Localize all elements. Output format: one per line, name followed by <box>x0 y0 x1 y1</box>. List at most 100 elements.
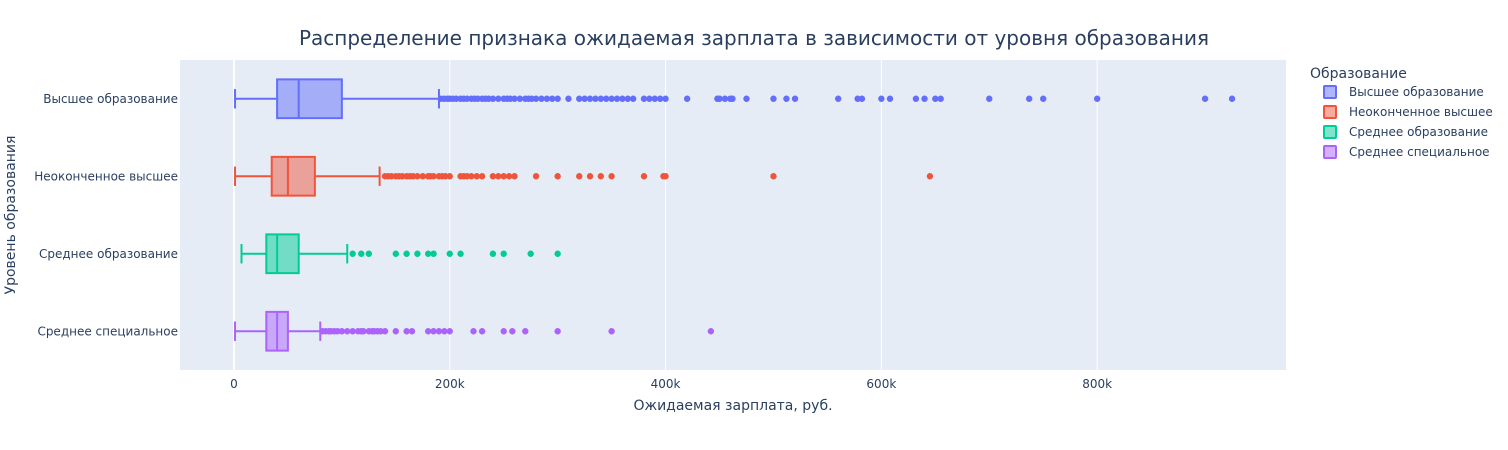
outlier-point[interactable] <box>1201 95 1209 102</box>
outlier-point[interactable] <box>446 173 453 180</box>
outlier-point[interactable] <box>646 95 653 102</box>
outlier-point[interactable] <box>629 95 637 102</box>
outlier-point[interactable] <box>926 173 934 180</box>
outlier-point[interactable] <box>640 173 648 180</box>
outlier-point[interactable] <box>554 328 561 335</box>
outlier-point[interactable] <box>716 95 723 102</box>
outlier-point[interactable] <box>478 328 486 335</box>
legend-item[interactable]: Высшее образование <box>1323 85 1484 99</box>
outlier-point[interactable] <box>522 328 529 335</box>
outlier-point[interactable] <box>683 95 691 102</box>
outlier-point[interactable] <box>729 95 736 102</box>
outlier-point[interactable] <box>743 95 750 102</box>
outlier-point[interactable] <box>770 173 777 180</box>
outlier-point[interactable] <box>538 95 545 102</box>
outlier-point[interactable] <box>592 95 599 102</box>
outlier-point[interactable] <box>783 95 790 102</box>
outlier-point[interactable] <box>358 250 365 257</box>
outlier-point[interactable] <box>554 95 561 102</box>
outlier-point[interactable] <box>424 328 432 335</box>
outlier-point[interactable] <box>403 250 410 257</box>
outlier-point[interactable] <box>576 173 583 180</box>
outlier-point[interactable] <box>608 173 615 180</box>
iqr-box[interactable] <box>276 78 343 120</box>
legend-item[interactable]: Неоконченное высшее <box>1323 105 1493 119</box>
outlier-point[interactable] <box>473 173 480 180</box>
outlier-point[interactable] <box>470 328 477 335</box>
outlier-point[interactable] <box>527 250 534 257</box>
outlier-point[interactable] <box>500 328 507 335</box>
outlier-point[interactable] <box>603 95 610 102</box>
outlier-point[interactable] <box>721 95 729 102</box>
outlier-point[interactable] <box>912 95 920 102</box>
outlier-point[interactable] <box>662 95 669 102</box>
outlier-point[interactable] <box>349 250 356 257</box>
outlier-point[interactable] <box>457 250 464 257</box>
outlier-point[interactable] <box>489 250 497 257</box>
outlier-point[interactable] <box>392 250 400 257</box>
outlier-point[interactable] <box>349 328 356 335</box>
outlier-point[interactable] <box>543 95 551 102</box>
outlier-point[interactable] <box>495 173 502 180</box>
outlier-point[interactable] <box>791 95 799 102</box>
outlier-point[interactable] <box>770 95 777 102</box>
outlier-point[interactable] <box>597 95 605 102</box>
outlier-point[interactable] <box>707 328 715 335</box>
outlier-point[interactable] <box>858 95 866 102</box>
outlier-point[interactable] <box>516 95 524 102</box>
outlier-point[interactable] <box>656 95 664 102</box>
outlier-point[interactable] <box>344 328 351 335</box>
outlier-point[interactable] <box>1025 95 1033 102</box>
outlier-point[interactable] <box>608 95 615 102</box>
outlier-point[interactable] <box>489 95 497 102</box>
outlier-point[interactable] <box>495 95 502 102</box>
outlier-point[interactable] <box>489 173 497 180</box>
outlier-point[interactable] <box>414 173 421 180</box>
outlier-point[interactable] <box>986 95 993 102</box>
outlier-point[interactable] <box>662 173 669 180</box>
outlier-point[interactable] <box>619 95 626 102</box>
outlier-point[interactable] <box>554 173 561 180</box>
outlier-point[interactable] <box>581 95 588 102</box>
outlier-point[interactable] <box>505 173 513 180</box>
outlier-point[interactable] <box>424 250 432 257</box>
iqr-box[interactable] <box>270 155 316 197</box>
outlier-point[interactable] <box>532 95 540 102</box>
outlier-point[interactable] <box>937 95 944 102</box>
outlier-point[interactable] <box>500 250 507 257</box>
outlier-point[interactable] <box>468 173 475 180</box>
outlier-point[interactable] <box>430 250 437 257</box>
outlier-point[interactable] <box>640 95 648 102</box>
outlier-point[interactable] <box>509 328 516 335</box>
outlier-point[interactable] <box>430 328 437 335</box>
outlier-point[interactable] <box>597 173 605 180</box>
outlier-point[interactable] <box>478 173 486 180</box>
outlier-point[interactable] <box>921 95 928 102</box>
outlier-point[interactable] <box>886 95 894 102</box>
outlier-point[interactable] <box>835 95 842 102</box>
outlier-point[interactable] <box>549 95 556 102</box>
outlier-point[interactable] <box>365 250 373 257</box>
iqr-box[interactable] <box>265 233 300 275</box>
outlier-point[interactable] <box>435 328 443 335</box>
outlier-point[interactable] <box>878 95 885 102</box>
outlier-point[interactable] <box>360 328 367 335</box>
outlier-point[interactable] <box>586 95 594 102</box>
outlier-point[interactable] <box>403 328 410 335</box>
outlier-point[interactable] <box>1040 95 1047 102</box>
outlier-point[interactable] <box>565 95 572 102</box>
outlier-point[interactable] <box>419 173 426 180</box>
outlier-point[interactable] <box>586 173 594 180</box>
outlier-point[interactable] <box>613 95 621 102</box>
outlier-point[interactable] <box>1228 95 1236 102</box>
outlier-point[interactable] <box>441 328 448 335</box>
outlier-point[interactable] <box>446 328 453 335</box>
outlier-point[interactable] <box>511 95 518 102</box>
outlier-point[interactable] <box>576 95 583 102</box>
legend-item[interactable]: Среднее специальное <box>1323 145 1490 159</box>
outlier-point[interactable] <box>554 250 561 257</box>
legend-item[interactable]: Среднее образование <box>1323 125 1488 139</box>
outlier-point[interactable] <box>624 95 631 102</box>
outlier-point[interactable] <box>430 173 437 180</box>
outlier-point[interactable] <box>1093 95 1101 102</box>
